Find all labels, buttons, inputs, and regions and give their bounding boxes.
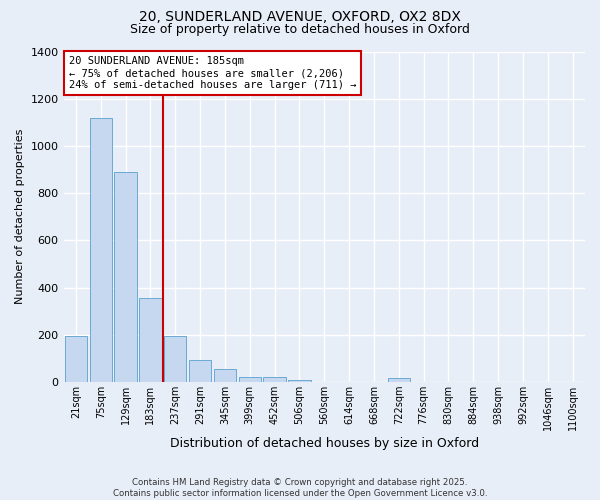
Bar [89,118,112,382]
Bar [263,378,286,382]
Bar [115,172,137,382]
Bar [388,378,410,382]
Bar [139,298,161,382]
Bar [189,360,211,382]
Text: Size of property relative to detached houses in Oxford: Size of property relative to detached ho… [130,22,470,36]
Text: Contains HM Land Registry data © Crown copyright and database right 2025.
Contai: Contains HM Land Registry data © Crown c… [113,478,487,498]
Y-axis label: Number of detached properties: Number of detached properties [15,129,25,304]
Text: 20 SUNDERLAND AVENUE: 185sqm
← 75% of detached houses are smaller (2,206)
24% of: 20 SUNDERLAND AVENUE: 185sqm ← 75% of de… [69,56,356,90]
X-axis label: Distribution of detached houses by size in Oxford: Distribution of detached houses by size … [170,437,479,450]
Text: 20, SUNDERLAND AVENUE, OXFORD, OX2 8DX: 20, SUNDERLAND AVENUE, OXFORD, OX2 8DX [139,10,461,24]
Bar [239,377,261,382]
Bar [164,336,187,382]
Bar [214,369,236,382]
Bar [65,336,87,382]
Bar [288,380,311,382]
